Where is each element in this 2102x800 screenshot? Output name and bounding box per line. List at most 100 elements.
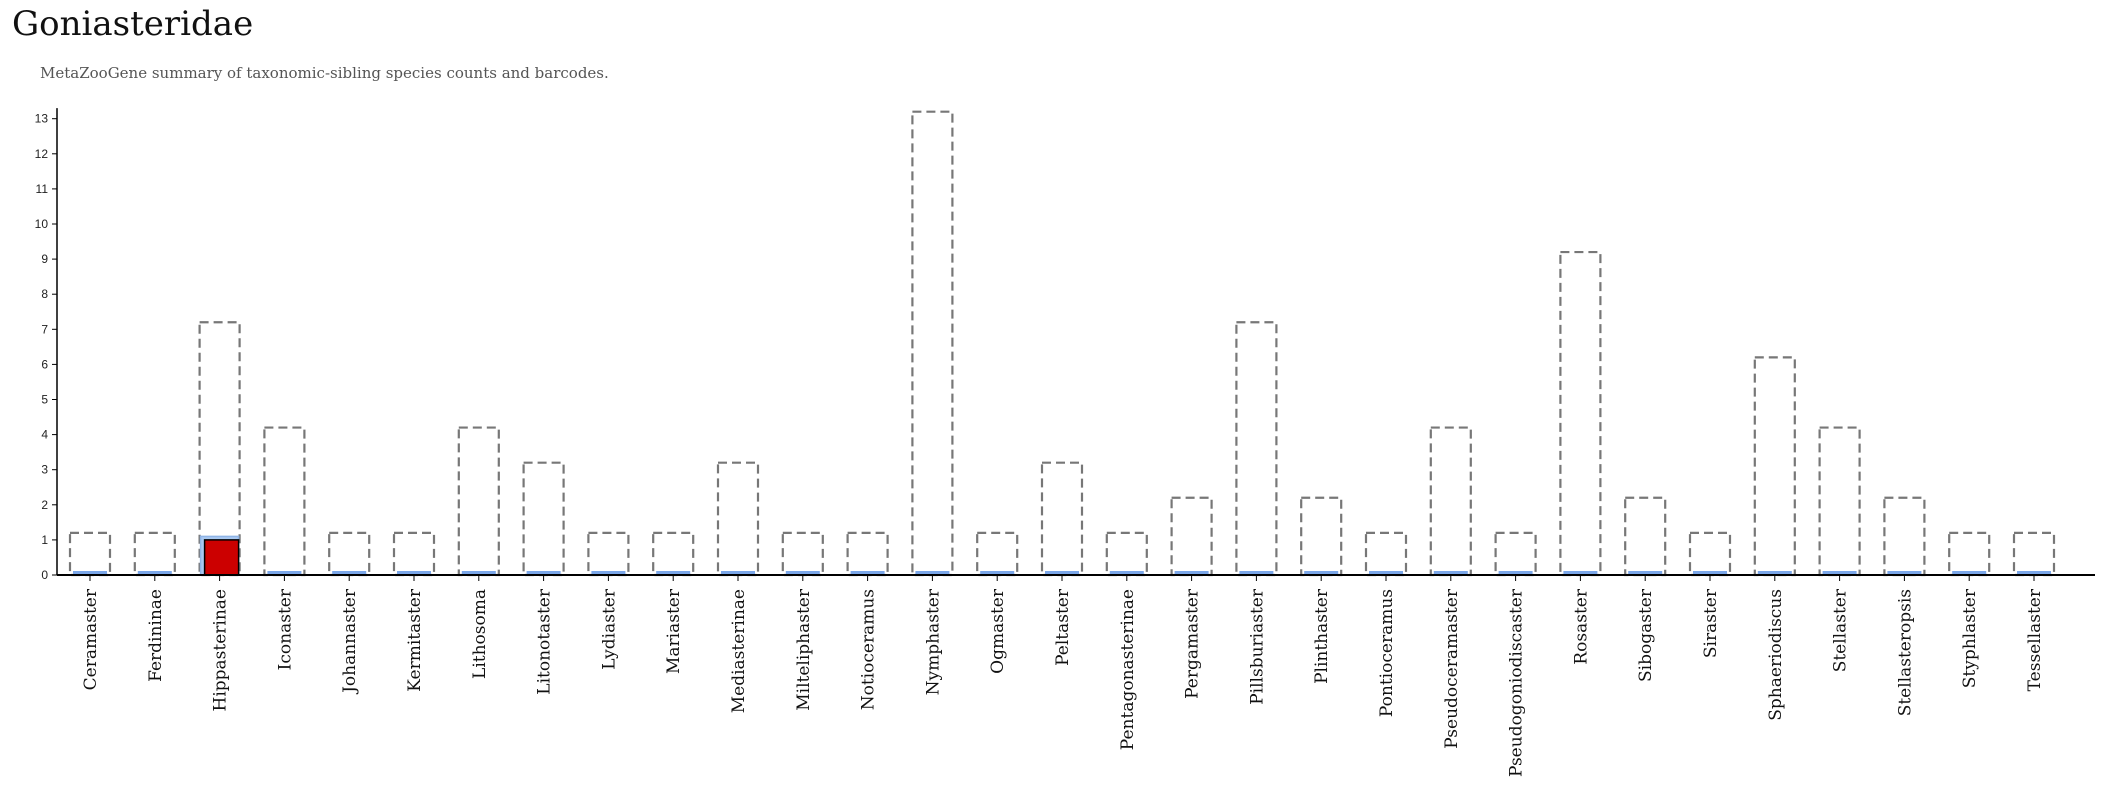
x-category-label: Pseudogoniodiscaster (1507, 588, 1527, 777)
total-species-bar (1364, 531, 1408, 577)
x-axis: Ceramaster Ferdininae Hippasterinae Iconast… (57, 574, 2095, 777)
x-category-label: Pontioceramus (1377, 589, 1397, 717)
x-category-label: Siraster (1701, 588, 1721, 658)
barcoded-bar (73, 571, 107, 575)
barcoded-highlight-bar (203, 539, 240, 576)
total-species-bar (587, 531, 630, 577)
barcoded-bar (656, 571, 691, 575)
total-species-bar (133, 531, 176, 577)
barcoded-bar (1887, 571, 1922, 575)
x-category-label: Stellasteropsis (1895, 589, 1915, 716)
total-species-bar (1040, 461, 1084, 577)
x-category-label: Milteliphaster (794, 588, 814, 711)
y-tick-label: 6 (41, 357, 48, 371)
total-species-bar (263, 426, 306, 577)
barcoded-bar (137, 571, 172, 575)
total-species-bar (1170, 496, 1213, 577)
total-species-bar (392, 531, 436, 577)
y-tick-label: 5 (41, 393, 48, 407)
barcoded-bar (591, 571, 626, 575)
barcoded-bar (397, 571, 431, 575)
total-species-bar (1818, 426, 1861, 577)
chart-title: Goniasteridae (12, 4, 254, 44)
bars-group (68, 110, 2056, 577)
total-species-bar (911, 110, 954, 577)
barcoded-bar (721, 571, 755, 575)
total-species-bar (1429, 426, 1472, 577)
total-species-bar (1753, 356, 1796, 577)
x-category-label: Mariaster (664, 588, 684, 674)
barcoded-bar (1757, 571, 1792, 575)
total-species-bar (652, 531, 695, 577)
y-tick-label: 4 (41, 428, 48, 442)
barcoded-bar (785, 571, 820, 575)
barcoded-bar (1693, 571, 1727, 575)
total-species-bar (1883, 496, 1926, 577)
barcoded-bar (332, 571, 367, 575)
y-tick-label: 1 (41, 533, 48, 547)
x-category-label: Ceramaster (81, 588, 101, 690)
x-category-label: Pseudoceramaster (1442, 588, 1462, 749)
barcoded-bar (267, 571, 302, 575)
total-species-bar (457, 426, 500, 577)
total-species-bar (1300, 496, 1343, 577)
chart-subtitle: MetaZooGene summary of taxonomic-sibling… (40, 64, 609, 82)
barcoded-bar (1045, 571, 1079, 575)
x-category-label: Stellaster (1831, 588, 1851, 672)
barcoded-bar (915, 571, 950, 575)
x-category-label: Iconaster (275, 588, 295, 670)
x-category-label: Lithosoma (470, 589, 490, 679)
x-category-label: Notioceramus (859, 589, 879, 710)
total-species-bar (1105, 531, 1148, 577)
barcoded-bar (1628, 571, 1663, 575)
barcoded-bar (1952, 571, 1987, 575)
y-tick-label: 13 (35, 112, 49, 126)
x-category-label: Sphaeriodiscus (1766, 589, 1786, 721)
barcoded-bar (1822, 571, 1857, 575)
total-species-bar (976, 531, 1019, 577)
total-species-bar (1235, 321, 1278, 577)
x-category-label: Johannaster (340, 588, 360, 695)
barcoded-bar (461, 571, 496, 575)
total-species-bar (1624, 496, 1667, 577)
x-category-label: Hippasterinae (211, 589, 231, 712)
total-species-bar (522, 461, 565, 577)
x-category-label: Nymphaster (923, 588, 943, 695)
x-category-label: Ogmaster (988, 588, 1008, 674)
barcoded-bar (1498, 571, 1533, 575)
total-species-bar (846, 531, 889, 577)
barcoded-bar (1369, 571, 1403, 575)
total-species-bar (68, 531, 112, 577)
y-tick-label: 0 (41, 568, 48, 582)
y-tick-label: 3 (41, 463, 48, 477)
total-species-bar (328, 531, 371, 577)
total-species-bar (781, 531, 824, 577)
barcoded-bar (850, 571, 885, 575)
x-category-label: Lydiaster (599, 588, 619, 670)
x-category-label: Peltaster (1053, 588, 1073, 666)
barcoded-bar (980, 571, 1015, 575)
x-category-label: Mediasterinae (729, 589, 749, 713)
x-category-label: Rosaster (1571, 588, 1591, 665)
barcoded-bar (2017, 571, 2051, 575)
x-category-label: Pentagonasterinae (1118, 589, 1138, 750)
barcoded-bar (1239, 571, 1274, 575)
total-species-bar (1494, 531, 1537, 577)
x-category-label: Ferdininae (146, 589, 166, 682)
y-tick-label: 8 (41, 287, 48, 301)
y-tick-label: 10 (35, 217, 49, 231)
x-category-label: Tessellaster (2025, 588, 2045, 691)
barcoded-bar (1109, 571, 1144, 575)
y-tick-label: 12 (35, 147, 49, 161)
total-species-bar (1688, 531, 1732, 577)
x-category-label: Pergamaster (1183, 588, 1203, 699)
x-category-label: Sibogaster (1636, 588, 1656, 682)
barcoded-bar (526, 571, 561, 575)
total-species-bar (716, 461, 760, 577)
barcoded-bar (1174, 571, 1209, 575)
barcoded-bar (1304, 571, 1339, 575)
x-category-label: Plinthaster (1312, 588, 1332, 684)
x-category-label: Styphlaster (1960, 588, 1980, 688)
y-tick-label: 7 (41, 322, 48, 336)
barcoded-bar (1433, 571, 1468, 575)
